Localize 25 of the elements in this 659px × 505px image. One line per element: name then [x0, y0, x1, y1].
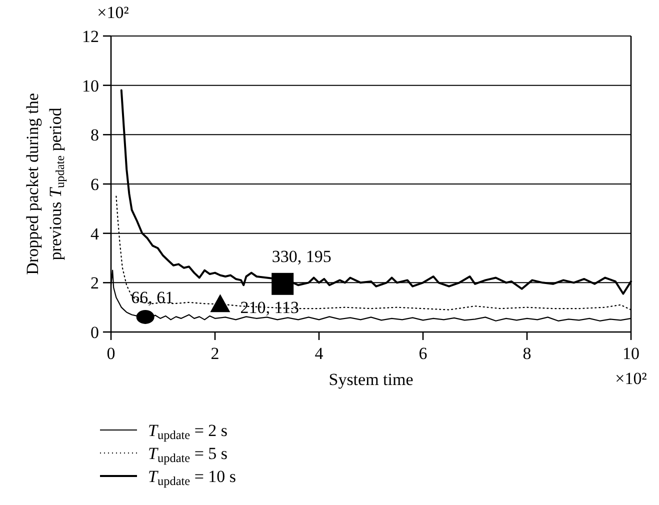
annotation: 210, 113	[240, 298, 300, 318]
y-tick-label: 10	[82, 76, 99, 96]
y-tick-label: 8	[90, 126, 99, 145]
y-tick-label: 12	[82, 26, 99, 46]
text: ×10²	[97, 3, 129, 22]
annotation: 66, 61	[131, 288, 174, 307]
legend-label: T$_{update}$ = 2 s	[148, 420, 228, 442]
x-tick-label: 2	[210, 344, 220, 363]
x-tick-label: 6	[418, 344, 428, 363]
point	[272, 272, 294, 295]
x-tick-label: 8	[522, 344, 532, 363]
text: ×10²	[615, 369, 647, 388]
y-tick-label: 0	[90, 322, 99, 342]
y-tick-label: 4	[90, 224, 100, 244]
x-tick-label: 10	[622, 344, 640, 363]
legend-label: T$_{update}$ = 5 s	[148, 444, 228, 465]
y-tick-label: 2	[90, 274, 99, 293]
x-tick-label: 4	[314, 344, 324, 363]
x-axis-title: System time	[328, 370, 414, 389]
point	[136, 310, 154, 324]
y-tick-label: 6	[90, 174, 99, 194]
point	[210, 294, 230, 312]
annotation: 330, 195	[272, 246, 332, 266]
legend-label: T$_{update}$ = 10 s	[148, 466, 236, 488]
x-tick-label: 0	[106, 344, 116, 363]
